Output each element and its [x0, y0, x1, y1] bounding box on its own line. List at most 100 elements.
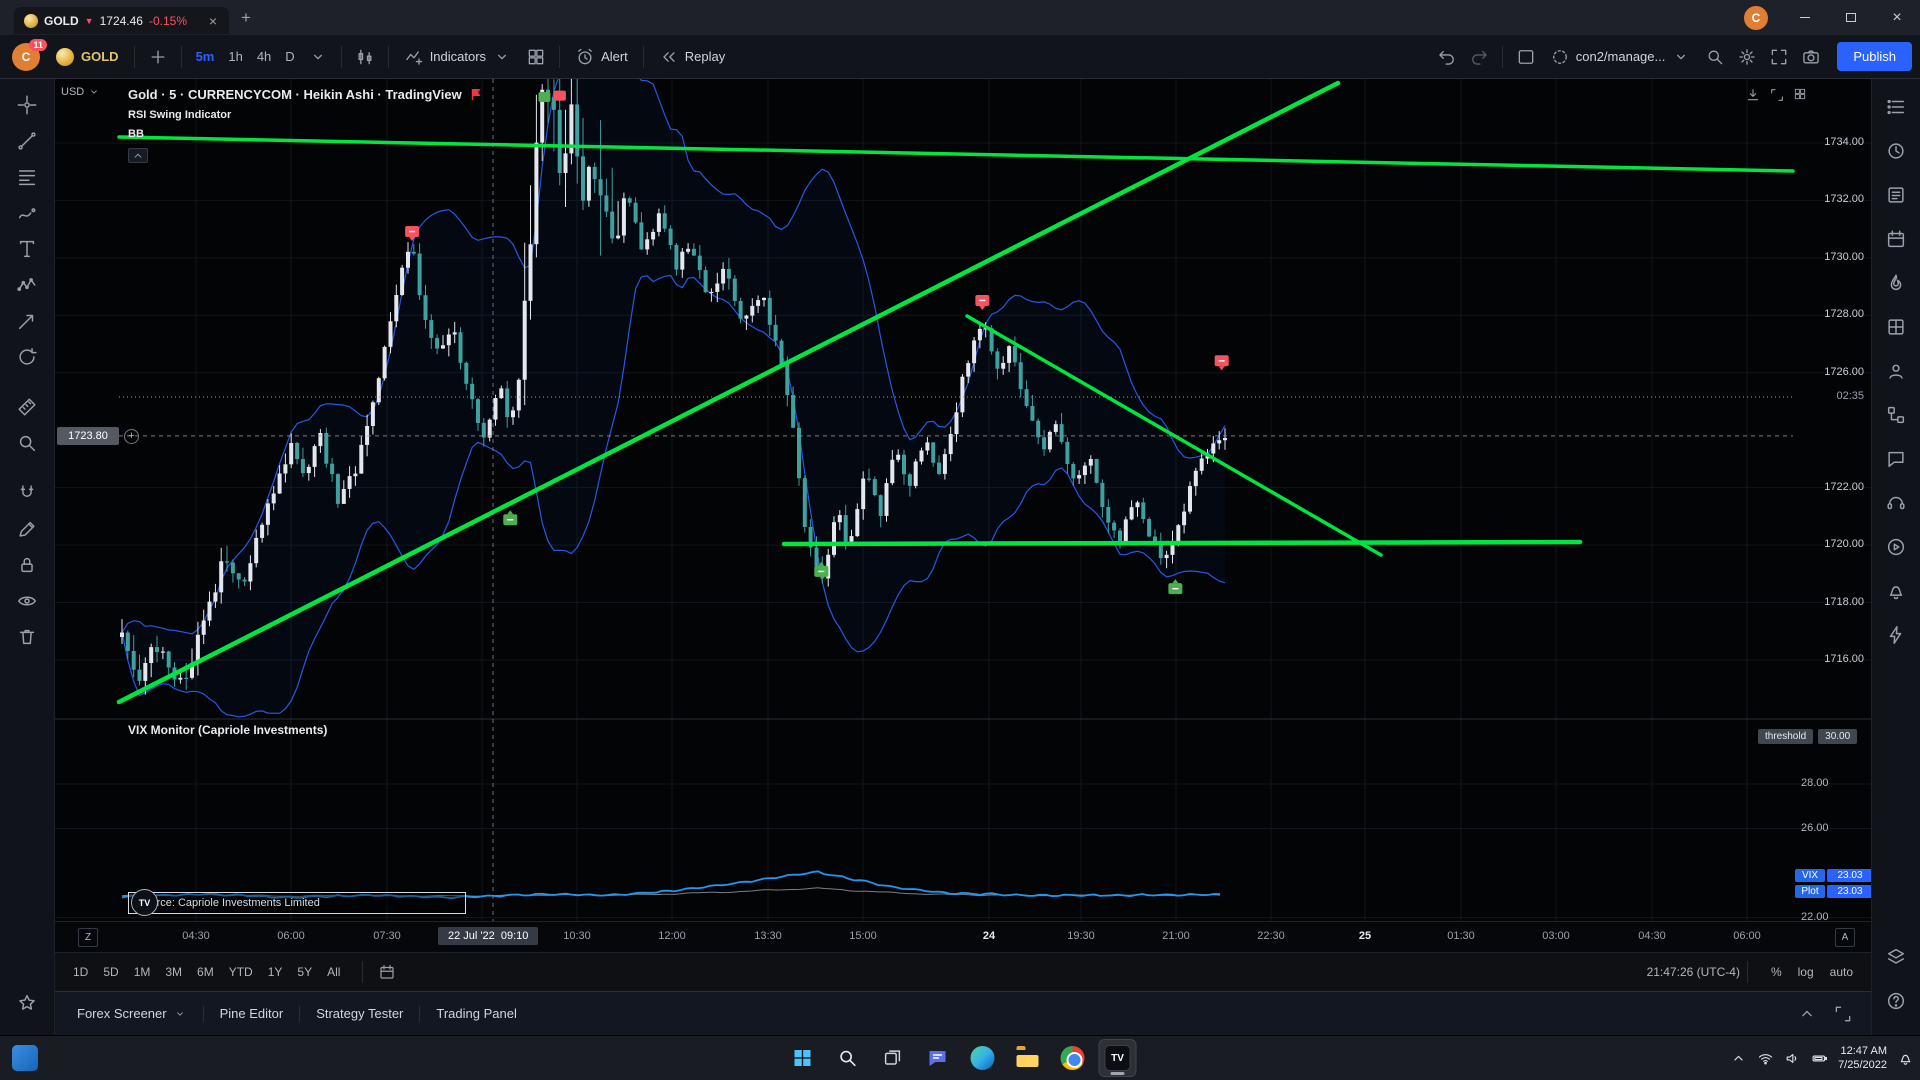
log-scale-button[interactable]: log [1797, 965, 1814, 979]
file-explorer-button[interactable] [1010, 1040, 1046, 1076]
maximize-button[interactable] [1828, 0, 1874, 35]
widgets-icon[interactable] [12, 1045, 38, 1071]
tool-people[interactable] [1876, 349, 1916, 393]
range-button-5d[interactable]: 5D [103, 965, 119, 979]
new-tab-button[interactable]: + [241, 7, 251, 27]
tool-xabcd-pattern[interactable] [7, 267, 47, 303]
chart-canvas[interactable] [55, 79, 1871, 921]
go-to-date-icon[interactable] [378, 963, 396, 981]
tool-support[interactable] [1876, 481, 1916, 525]
tool-eye[interactable] [7, 583, 47, 619]
maximize-pane-icon[interactable] [1769, 87, 1785, 103]
tool-help[interactable] [1876, 979, 1916, 1023]
tool-zoom[interactable] [7, 425, 47, 461]
tool-calendar[interactable] [1876, 217, 1916, 261]
timeframe-1h[interactable]: 1h [228, 49, 243, 64]
tool-news[interactable] [1876, 173, 1916, 217]
chat-app-button[interactable] [920, 1040, 956, 1076]
wifi-icon[interactable] [1757, 1050, 1774, 1067]
tool-brush[interactable] [7, 195, 47, 231]
tool-fib-retracement[interactable] [7, 159, 47, 195]
tool-remove[interactable] [7, 619, 47, 655]
timeframe-1d[interactable]: D [285, 49, 295, 64]
add-alert-plus-icon[interactable]: + [124, 429, 139, 444]
volume-icon[interactable] [1784, 1050, 1801, 1067]
tab-forex-screener[interactable]: Forex Screener [61, 1006, 203, 1021]
tool-hotlists[interactable] [1876, 261, 1916, 305]
tab-trading-panel[interactable]: Trading Panel [420, 1006, 532, 1021]
alert-button[interactable]: Alert [567, 43, 636, 71]
timezone-button[interactable]: Z [78, 928, 98, 947]
tool-object-tree[interactable] [1876, 393, 1916, 437]
tool-watchlist[interactable] [1876, 85, 1916, 129]
range-button-1d[interactable]: 1D [73, 965, 89, 979]
range-button-5y[interactable]: 5Y [297, 965, 313, 979]
indicators-button[interactable]: Indicators [396, 43, 520, 71]
tray-expand-icon[interactable] [1730, 1050, 1747, 1067]
tool-streams[interactable] [1876, 525, 1916, 569]
tool-measure[interactable] [7, 389, 47, 425]
tool-text[interactable] [7, 231, 47, 267]
range-button-1m[interactable]: 1M [133, 965, 151, 979]
tool-alerts[interactable] [1876, 129, 1916, 173]
range-button-6m[interactable]: 6M [197, 965, 214, 979]
flag-icon[interactable] [470, 88, 483, 101]
panel-collapse-icon[interactable] [1797, 1004, 1817, 1024]
notifications-bell-icon[interactable] [1897, 1050, 1914, 1067]
snapshot-button[interactable] [1795, 43, 1827, 71]
range-button-1y[interactable]: 1Y [267, 965, 283, 979]
close-button[interactable]: × [1892, 8, 1902, 26]
chart-legend[interactable]: Gold · 5 · CURRENCYCOM · Heikin Ashi · T… [128, 87, 748, 163]
tool-chat[interactable] [1876, 437, 1916, 481]
time-axis[interactable]: Z 22 Jul '22 09:10 A 04:30 06:00 07:30 10:3… [55, 921, 1871, 952]
axis-auto-button[interactable]: A [1835, 928, 1855, 947]
tradingview-app-button[interactable]: TV [1098, 1039, 1137, 1077]
tool-refresh[interactable] [7, 339, 47, 375]
price-scale-currency-button[interactable]: USD [61, 85, 101, 99]
tool-pine[interactable] [1876, 613, 1916, 657]
tool-crosshair[interactable] [7, 87, 47, 123]
tab-close-icon[interactable]: × [208, 12, 217, 29]
tool-forecast[interactable] [7, 303, 47, 339]
jump-to-realtime-icon[interactable] [1745, 87, 1761, 103]
legend-indicator-bb[interactable]: BB [128, 128, 144, 140]
multichart-layout-button[interactable] [1510, 43, 1542, 71]
tool-notifications[interactable] [1876, 569, 1916, 613]
auto-scale-button[interactable]: auto [1829, 965, 1853, 979]
taskbar-clock[interactable]: 12:47 AM 7/25/2022 [1838, 1044, 1887, 1073]
tool-data-window[interactable] [1876, 305, 1916, 349]
publish-button[interactable]: Publish [1837, 42, 1912, 71]
start-button[interactable] [785, 1040, 821, 1076]
tool-star[interactable] [7, 985, 47, 1021]
manage-layouts-button[interactable]: con2/manage... [1542, 43, 1700, 71]
minimize-button[interactable] [1782, 0, 1828, 35]
range-button-3m[interactable]: 3M [165, 965, 183, 979]
symbol-search-button[interactable]: GOLD [48, 44, 127, 70]
taskbar-search-button[interactable] [830, 1040, 866, 1076]
task-view-button[interactable] [875, 1040, 911, 1076]
chrome-browser-button[interactable] [1055, 1040, 1091, 1076]
undo-button[interactable] [1431, 43, 1463, 71]
tab-pine-editor[interactable]: Pine Editor [204, 1006, 300, 1021]
tool-edit[interactable] [7, 511, 47, 547]
indicator-templates-button[interactable] [520, 43, 552, 71]
quick-search-button[interactable] [1699, 43, 1731, 71]
fullscreen-button[interactable] [1763, 43, 1795, 71]
timeframe-5m[interactable]: 5m [195, 49, 215, 64]
legend-collapse-button[interactable] [128, 148, 148, 163]
app-tab-gold[interactable]: GOLD ▼ 1724.46 -0.15% × [14, 7, 229, 34]
percent-scale-button[interactable]: % [1770, 965, 1782, 979]
tool-magnet[interactable] [7, 475, 47, 511]
tab-strategy-tester[interactable]: Strategy Tester [300, 1006, 419, 1021]
tool-layers[interactable] [1876, 935, 1916, 979]
battery-icon[interactable] [1811, 1050, 1828, 1067]
panel-expand-icon[interactable] [1833, 1004, 1853, 1024]
range-button-ytd[interactable]: YTD [228, 965, 253, 979]
titlebar-avatar[interactable]: C [1744, 5, 1768, 30]
redo-button[interactable] [1463, 43, 1495, 71]
edge-browser-button[interactable] [965, 1040, 1001, 1076]
tool-lock[interactable] [7, 547, 47, 583]
vix-pane-title[interactable]: VIX Monitor (Capriole Investments) [128, 723, 328, 737]
pane-layout-icon[interactable] [1793, 87, 1807, 103]
settings-button[interactable] [1731, 43, 1763, 71]
